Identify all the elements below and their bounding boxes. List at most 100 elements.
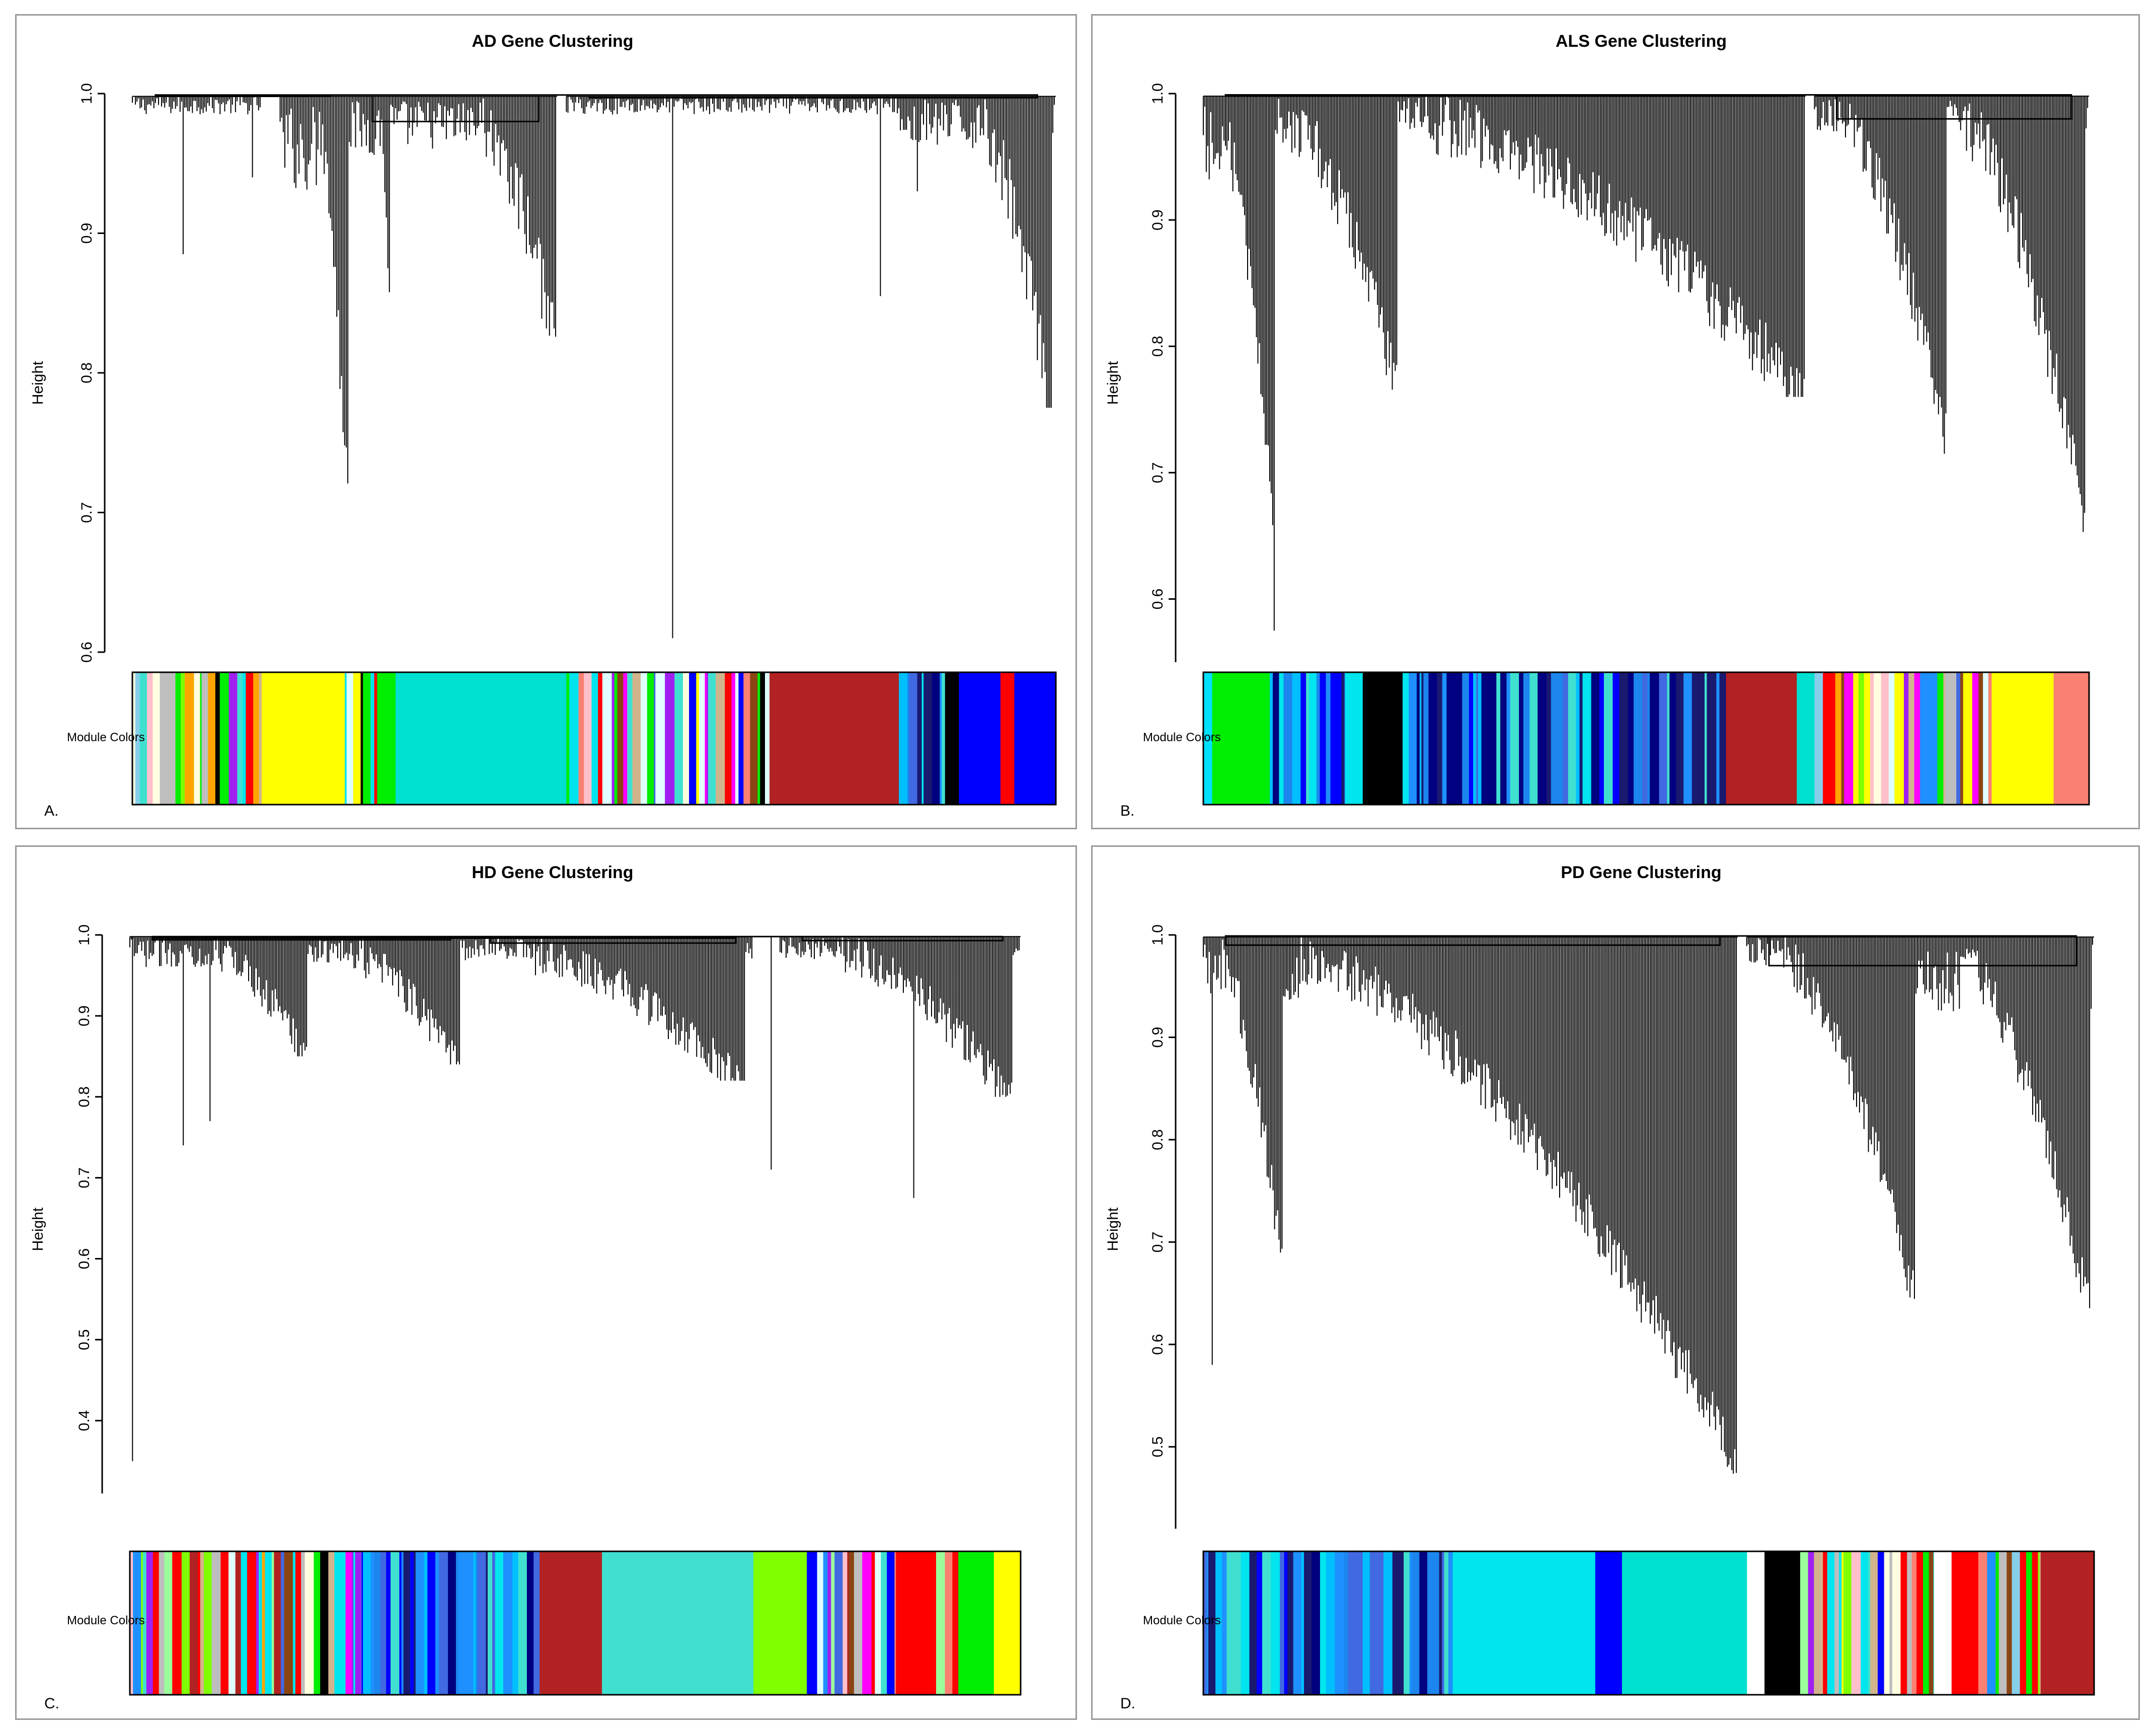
module-stripe	[284, 1551, 293, 1695]
y-tick-label: 0.6	[1149, 589, 1166, 610]
module-stripe	[243, 672, 247, 805]
module-stripe	[228, 672, 238, 805]
module-stripe	[578, 672, 584, 805]
module-stripe	[760, 672, 765, 805]
module-block	[753, 1551, 807, 1695]
module-stripe	[1344, 672, 1346, 805]
module-stripe	[271, 1551, 274, 1695]
module-stripe	[1419, 672, 1422, 805]
module-stripe	[415, 1551, 424, 1695]
module-stripe	[936, 1551, 946, 1695]
module-colors-label: Module Colors	[1143, 1614, 1221, 1627]
module-stripe	[1839, 1551, 1842, 1695]
module-stripe	[765, 672, 770, 805]
module-stripe	[1647, 672, 1650, 805]
module-stripe	[1868, 1551, 1871, 1695]
module-stripe	[1442, 1551, 1445, 1695]
module-stripe	[1481, 672, 1491, 805]
module-stripe	[164, 1551, 173, 1695]
y-tick-label: 0.7	[1149, 1231, 1166, 1252]
module-bar-frame	[1202, 1550, 2095, 1696]
module-stripe	[641, 672, 648, 805]
module-stripe	[256, 1551, 259, 1695]
module-stripe	[1612, 672, 1618, 805]
module-stripe	[602, 672, 612, 805]
module-stripe	[293, 1551, 296, 1695]
module-colors-label: Module Colors	[67, 1614, 145, 1627]
module-stripe	[424, 1551, 428, 1695]
module-stripe	[932, 672, 936, 805]
module-stripe	[142, 1551, 147, 1695]
y-tick-label: 0.7	[79, 502, 95, 523]
module-stripe	[1344, 1551, 1349, 1695]
module-stripe	[155, 672, 161, 805]
module-stripe	[654, 672, 656, 805]
module-stripe	[334, 1551, 338, 1695]
module-bar-frame	[129, 1550, 1022, 1696]
module-stripe	[1560, 672, 1564, 805]
module-stripe	[566, 672, 570, 805]
module-stripe	[175, 672, 181, 805]
module-stripe	[160, 672, 169, 805]
module-stripe	[1412, 1551, 1420, 1695]
module-stripe	[1827, 1551, 1835, 1695]
dendrogram-branches	[129, 936, 1021, 1461]
y-tick-label: 0.5	[1149, 1436, 1166, 1457]
module-stripe	[1923, 1551, 1930, 1695]
module-stripe	[1988, 672, 1992, 805]
module-stripe	[921, 672, 924, 805]
module-stripe	[1273, 672, 1279, 805]
chart-als: ALS Gene Clustering 0.6 0.7 0.8 0.9 1.0 Height…	[1105, 32, 2090, 819]
module-stripe	[1300, 672, 1306, 805]
module-stripe	[1280, 1551, 1285, 1695]
module-stripe	[374, 1551, 381, 1695]
module-stripe	[665, 672, 675, 805]
module-stripe	[259, 1551, 262, 1695]
module-stripe	[185, 672, 195, 805]
module-stripe	[194, 672, 201, 805]
module-color-bar	[1203, 1551, 2095, 1695]
module-stripe	[1983, 672, 1989, 805]
module-stripe	[211, 1551, 221, 1695]
module-stripe	[495, 1551, 504, 1695]
module-stripe	[476, 1551, 479, 1695]
module-color-bar	[1203, 672, 2090, 805]
y-axis-label: Height	[1105, 1207, 1121, 1251]
module-stripe	[1208, 1551, 1216, 1695]
module-stripe	[1379, 1551, 1384, 1695]
chart-title: HD Gene Clustering	[472, 863, 633, 882]
module-stripe	[301, 1551, 305, 1695]
module-stripe	[1841, 1551, 1844, 1695]
module-stripe	[458, 1551, 469, 1695]
module-block	[1212, 672, 1270, 805]
module-stripe	[1330, 672, 1335, 805]
module-stripe	[1399, 1551, 1404, 1695]
module-stripe	[1884, 1551, 1890, 1695]
y-axis-label: Height	[30, 1207, 46, 1251]
module-stripe	[235, 1551, 242, 1695]
module-stripe	[274, 1551, 281, 1695]
module-stripe	[1355, 1551, 1363, 1695]
module-stripe	[130, 1551, 133, 1695]
module-stripe	[1362, 1551, 1368, 1695]
dendrogram-merges	[155, 94, 1038, 122]
module-stripe	[1500, 672, 1507, 805]
module-block	[1000, 672, 1015, 805]
module-block	[769, 672, 899, 805]
module-stripe	[598, 672, 603, 805]
module-stripe	[2026, 1551, 2033, 1695]
module-stripe	[295, 1551, 301, 1695]
chart-title: ALS Gene Clustering	[1556, 32, 1727, 51]
module-stripe	[917, 672, 922, 805]
module-stripe	[584, 672, 592, 805]
module-stripe	[750, 672, 758, 805]
module-stripe	[1929, 1551, 1934, 1695]
module-stripe	[237, 672, 243, 805]
y-tick-label: 0.7	[76, 1167, 93, 1189]
module-stripe	[241, 1551, 248, 1695]
module-stripe	[683, 672, 689, 805]
module-stripe	[1861, 1551, 1869, 1695]
panel-letter: A.	[44, 803, 58, 819]
module-stripe	[337, 1551, 346, 1695]
module-stripe	[439, 1551, 448, 1695]
